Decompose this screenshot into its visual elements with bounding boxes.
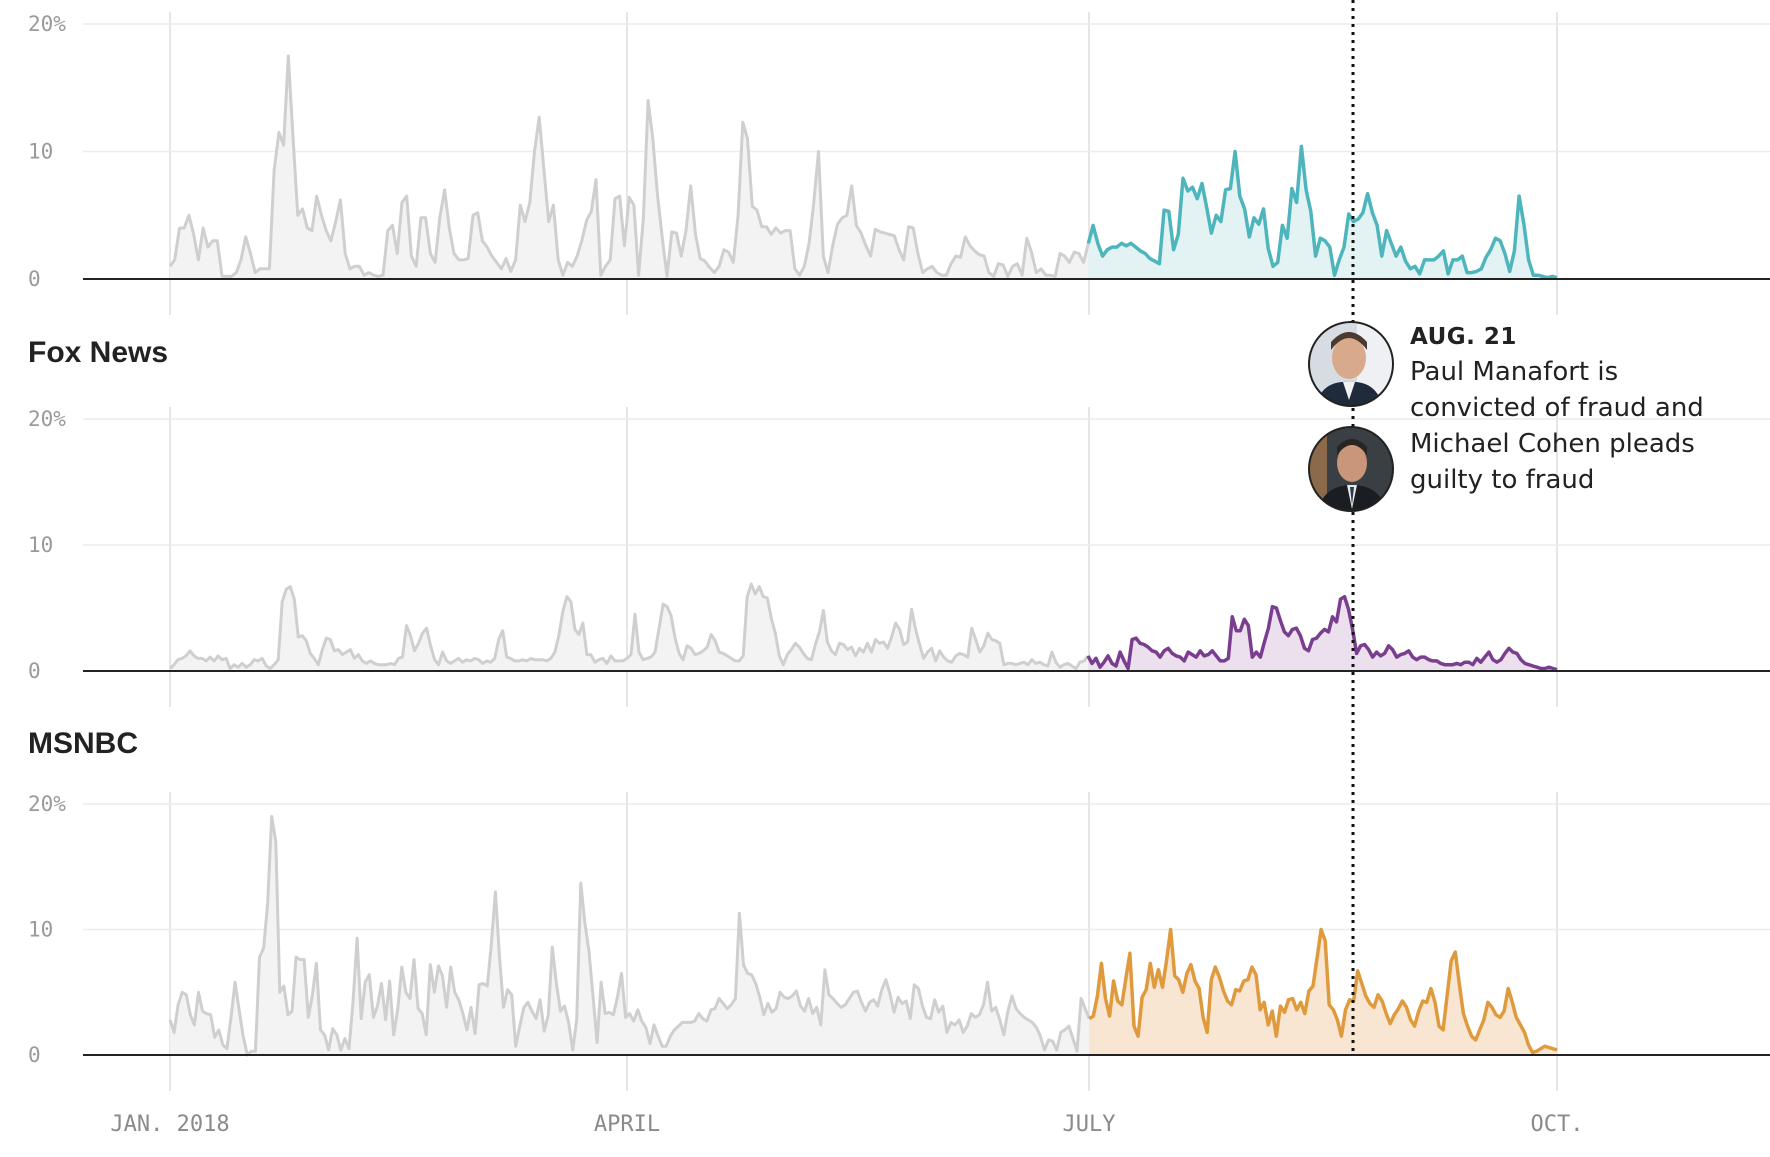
annotation-text: Paul Manafort is convicted of fraud and … [1410, 357, 1704, 495]
area-highlight-2 [1089, 929, 1557, 1055]
annotation-date: AUG. 21 [1410, 324, 1517, 350]
area-before-july-0 [170, 55, 1089, 280]
y-tick-label: 10 [28, 140, 53, 164]
y-tick-label: 0 [28, 1043, 41, 1067]
y-tick-label: 10 [28, 533, 53, 557]
event-annotation: AUG. 21 Paul Manafort is convicted of fr… [1410, 324, 1750, 498]
area-highlight-0 [1088, 146, 1557, 279]
panel-title-fox-news: Fox News [28, 336, 169, 369]
manafort-portrait-icon [1308, 321, 1394, 407]
series-line-highlight-1 [1086, 594, 1558, 672]
area-before-july-2 [170, 816, 1090, 1055]
y-tick-label: 20% [28, 12, 66, 36]
x-tick-label: APRIL [594, 1112, 660, 1137]
area-before-july-1 [170, 584, 1088, 671]
x-tick-label: OCT. [1531, 1112, 1584, 1137]
series-line-highlight-0 [1086, 144, 1558, 280]
series-line-before-july-1 [168, 582, 1090, 670]
area-highlight-1 [1088, 596, 1557, 671]
y-tick-label: 0 [28, 267, 41, 291]
series-line-before-july-2 [168, 815, 1091, 1057]
x-tick-label: JULY [1063, 1112, 1116, 1137]
y-tick-label: 0 [28, 659, 41, 683]
series-line-highlight-2 [1088, 927, 1558, 1055]
y-tick-label: 20% [28, 792, 66, 816]
cohen-portrait-icon [1308, 426, 1394, 512]
x-tick-label: JAN. 2018 [110, 1112, 229, 1137]
panel-title-msnbc: MSNBC [28, 727, 138, 760]
y-tick-label: 20% [28, 407, 66, 431]
y-tick-label: 10 [28, 918, 53, 942]
series-line-before-july-0 [168, 54, 1090, 278]
